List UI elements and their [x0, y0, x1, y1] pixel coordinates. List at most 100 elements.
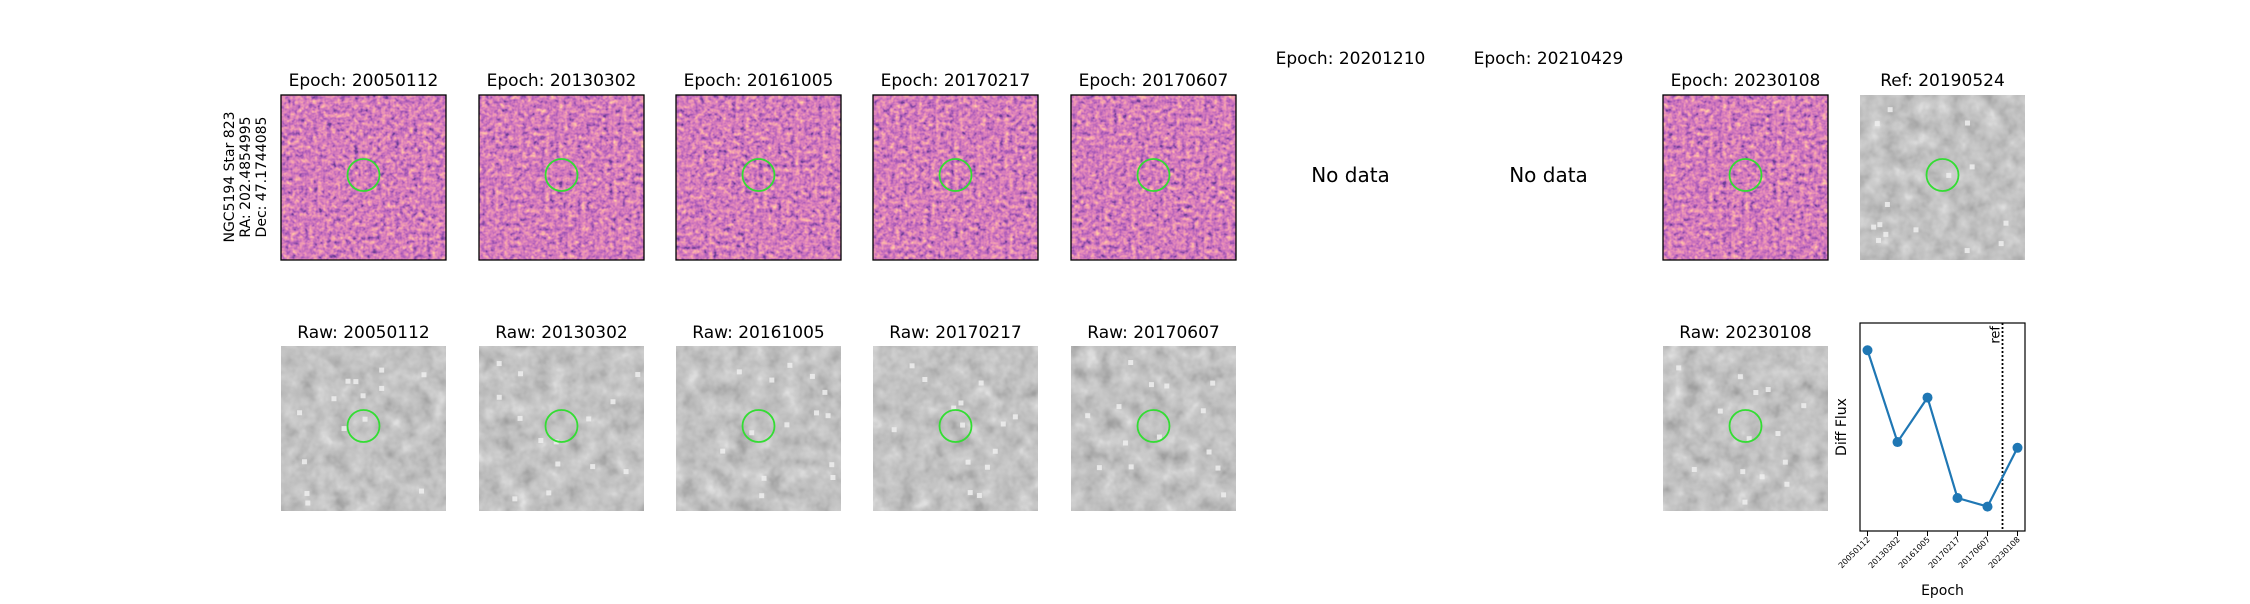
- star: [1782, 459, 1788, 465]
- star: [1122, 440, 1128, 446]
- target-circle: [544, 158, 579, 192]
- image-frame: [478, 94, 645, 261]
- image: [281, 346, 446, 511]
- star: [1874, 121, 1880, 127]
- image: [1071, 95, 1236, 260]
- star: [787, 362, 793, 368]
- star: [1964, 120, 1970, 126]
- star: [822, 389, 828, 395]
- image-frame: [1662, 94, 1829, 261]
- image: [676, 346, 841, 511]
- star: [1206, 449, 1212, 455]
- target-circle: [1136, 409, 1171, 443]
- star: [496, 361, 502, 367]
- target-circle: [346, 409, 381, 443]
- image-frame: [675, 94, 842, 261]
- star: [546, 490, 552, 496]
- star: [720, 448, 726, 454]
- data-point: [1952, 493, 1963, 504]
- star: [1116, 404, 1122, 410]
- star: [1876, 237, 1882, 243]
- star: [623, 469, 629, 475]
- target-circle: [938, 409, 973, 443]
- ref-label: ref: [1989, 326, 2004, 344]
- data-point: [1892, 437, 1903, 448]
- star: [1164, 383, 1170, 389]
- star: [1883, 231, 1889, 237]
- star: [305, 500, 311, 506]
- star: [992, 448, 998, 454]
- panel-title: Ref: 20190524: [1880, 71, 2005, 91]
- row-label-line: Dec: 47.1744085: [254, 117, 270, 238]
- target-circle: [1728, 409, 1763, 443]
- star: [304, 490, 310, 496]
- panel-title: Epoch: 20170217: [881, 71, 1031, 91]
- target-circle: [1925, 158, 1960, 192]
- star: [1759, 474, 1765, 480]
- panel-title: Raw: 20170607: [1087, 323, 1220, 343]
- star: [1964, 248, 1970, 254]
- star: [1156, 434, 1162, 440]
- star: [586, 416, 592, 422]
- star: [1676, 365, 1682, 371]
- panel-title: Epoch: 20170607: [1079, 71, 1229, 91]
- star: [1784, 481, 1790, 487]
- star: [1691, 466, 1697, 472]
- star: [590, 464, 596, 470]
- star: [976, 492, 982, 498]
- star: [829, 462, 835, 468]
- target-circle: [346, 158, 381, 192]
- image: [1663, 95, 1828, 260]
- star: [951, 405, 957, 411]
- star: [769, 377, 775, 383]
- star: [958, 400, 964, 406]
- star: [496, 394, 502, 400]
- star: [761, 475, 767, 481]
- star: [1871, 224, 1877, 230]
- star: [1998, 241, 2004, 247]
- star: [909, 363, 915, 369]
- target-circle: [1728, 158, 1763, 192]
- data-point: [1982, 501, 1993, 512]
- panel-title: Raw: 20130302: [495, 323, 628, 343]
- target-circle: [938, 158, 973, 192]
- panel-title: Raw: 20050112: [297, 323, 430, 343]
- star: [635, 372, 641, 378]
- star: [538, 437, 544, 443]
- star: [784, 422, 790, 428]
- panel-title: Epoch: 20210429: [1474, 49, 1624, 69]
- star: [360, 393, 366, 399]
- target-circle: [544, 409, 579, 443]
- star: [517, 415, 523, 421]
- panel-title: Epoch: 20230108: [1671, 71, 1821, 91]
- star: [297, 410, 303, 416]
- series-line: [1866, 349, 2019, 508]
- star: [362, 416, 368, 422]
- image: [1071, 346, 1236, 511]
- star: [1717, 408, 1723, 414]
- star: [1801, 403, 1807, 409]
- x-tick-label: 20230108: [1987, 535, 2022, 570]
- star: [1887, 107, 1893, 113]
- star: [809, 373, 815, 379]
- panel-title: Raw: 20230108: [1679, 323, 1812, 343]
- panel-title: Raw: 20161005: [692, 323, 825, 343]
- star: [1742, 499, 1748, 505]
- star: [421, 372, 427, 378]
- star: [830, 475, 836, 481]
- star: [967, 490, 973, 496]
- image-frame: [280, 94, 447, 261]
- data-point: [1922, 392, 1933, 403]
- image: [479, 346, 644, 511]
- star: [1913, 227, 1919, 233]
- image: [873, 95, 1038, 260]
- data-point: [2012, 442, 2023, 453]
- star: [1215, 465, 1221, 471]
- star: [512, 496, 518, 502]
- image: [676, 95, 841, 260]
- star: [978, 380, 984, 386]
- star: [2003, 220, 2009, 226]
- star: [379, 385, 385, 391]
- star: [759, 493, 765, 499]
